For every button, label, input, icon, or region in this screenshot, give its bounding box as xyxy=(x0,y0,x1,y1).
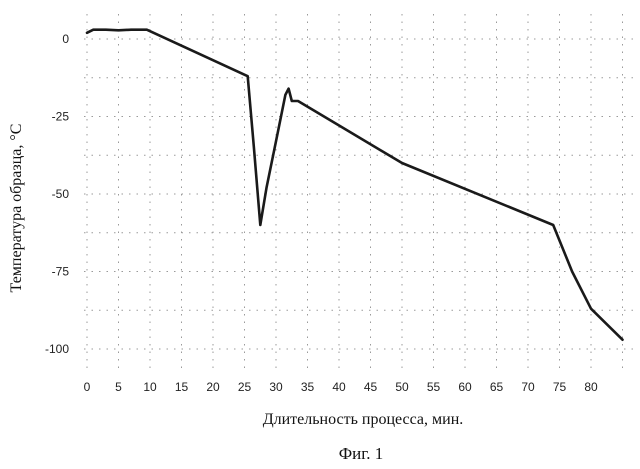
x-tick-label: 20 xyxy=(206,380,220,394)
x-tick-label: 35 xyxy=(301,380,315,394)
x-tick-label: 75 xyxy=(553,380,567,394)
x-tick-label: 70 xyxy=(521,380,535,394)
x-tick-label: 5 xyxy=(115,380,122,394)
x-tick-label: 80 xyxy=(584,380,598,394)
x-tick-label: 0 xyxy=(84,380,91,394)
gridlines xyxy=(84,14,636,370)
x-tick-label: 15 xyxy=(175,380,189,394)
series-layer xyxy=(85,28,624,341)
y-axis-label: Температура образца, °С xyxy=(8,124,25,293)
x-tick-label: 30 xyxy=(269,380,283,394)
figure-caption: Фиг. 1 xyxy=(339,444,384,463)
x-axis-ticks: 0 5 10 15 20 25 30 35 40 45 50 55 60 65 70 75 80 xyxy=(84,380,598,394)
x-tick-label: 40 xyxy=(332,380,346,394)
y-tick-label: -75 xyxy=(52,265,70,279)
x-tick-label: 60 xyxy=(458,380,472,394)
x-axis-label: Длительность процесса, мин. xyxy=(263,411,464,428)
y-axis-ticks: 0 -25 -50 -75 -100 xyxy=(45,32,69,356)
x-tick-label: 50 xyxy=(395,380,409,394)
y-tick-label: 0 xyxy=(62,32,69,46)
x-tick-label: 25 xyxy=(238,380,252,394)
y-tick-label: -100 xyxy=(45,342,69,356)
y-tick-label: -25 xyxy=(52,110,70,124)
temperature-series-line xyxy=(85,28,624,341)
x-tick-label: 10 xyxy=(143,380,157,394)
x-tick-label: 55 xyxy=(427,380,441,394)
x-tick-label: 45 xyxy=(364,380,378,394)
x-tick-label: 65 xyxy=(490,380,504,394)
y-tick-label: -50 xyxy=(52,187,70,201)
